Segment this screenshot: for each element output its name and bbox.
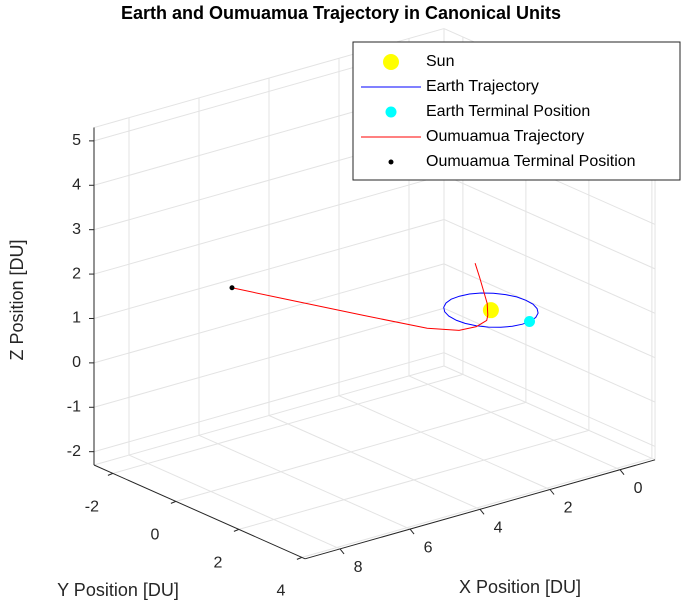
legend-label: Earth Terminal Position (426, 103, 590, 120)
x-tick (409, 528, 415, 535)
grid-line (93, 352, 445, 453)
legend-label: Sun (426, 53, 454, 70)
y-tick-label: -2 (85, 499, 99, 516)
z-tick-label: 3 (72, 221, 81, 238)
grid-line (198, 434, 411, 530)
x-tick-label: 2 (564, 500, 573, 517)
grid-line (268, 415, 481, 510)
x-tick (339, 548, 345, 555)
point (482, 302, 499, 319)
z-axis-label: Z Position [DU] (7, 239, 27, 360)
y-tick (233, 528, 240, 532)
x-axis-label: X Position [DU] (459, 577, 581, 597)
grid-line (175, 401, 527, 502)
y-axis-label: Y Position [DU] (57, 580, 179, 600)
legend-label: Earth Trajectory (426, 78, 539, 95)
x-tick-label: 8 (354, 559, 363, 576)
z-tick-label: 0 (72, 354, 81, 371)
grid-line (93, 218, 445, 319)
y-tick (296, 556, 303, 560)
point (524, 315, 536, 327)
grid-line (93, 263, 445, 364)
y-tick-label: 2 (213, 555, 222, 572)
y-tick (170, 500, 177, 504)
grid-line (238, 429, 590, 530)
y-axis (93, 464, 306, 560)
z-tick-label: 5 (72, 132, 81, 149)
grid-line (443, 174, 656, 270)
x-tick (549, 489, 555, 495)
grid-frame (443, 365, 656, 461)
legend-label: Oumuamua Trajectory (426, 128, 584, 145)
y-tick-label: 0 (150, 527, 159, 544)
z-tick-label: 2 (72, 265, 81, 282)
z-tick-label: 4 (72, 176, 81, 193)
x-tick-label: 6 (424, 539, 433, 556)
trajectory (443, 292, 539, 328)
legend-swatch (383, 54, 399, 70)
legend-swatch (388, 159, 394, 165)
x-tick-label: 0 (634, 480, 643, 497)
grid-line (128, 454, 341, 550)
x-tick-label: 4 (494, 520, 503, 537)
chart-title: Earth and Oumuamua Trajectory in Canonic… (121, 3, 561, 23)
grid-line (112, 373, 464, 474)
grid-line (93, 174, 445, 275)
point (229, 285, 235, 291)
legend-box (352, 41, 681, 181)
grid-line (301, 457, 653, 558)
grid-frame (93, 365, 445, 466)
trajectory (231, 263, 489, 331)
plot-area (229, 263, 539, 331)
grid-line (443, 352, 656, 447)
grid-line (443, 219, 656, 314)
legend-label: Oumuamua Terminal Position (426, 153, 636, 170)
y-tick (107, 472, 114, 476)
grid-line (443, 263, 656, 359)
z-tick-label: 1 (72, 310, 81, 327)
grid-line (338, 395, 551, 490)
grid-line (443, 307, 656, 403)
legend: Sun Earth Trajectory Earth Terminal Positi… (352, 41, 681, 181)
legend-swatch (385, 106, 397, 118)
grid-line (408, 375, 621, 471)
z-tick-label: -1 (67, 398, 81, 415)
x-tick (619, 469, 625, 476)
y-tick-label: 4 (276, 583, 285, 600)
z-tick-label: -2 (67, 443, 81, 460)
grid-line (93, 307, 445, 408)
x-tick (479, 508, 485, 515)
